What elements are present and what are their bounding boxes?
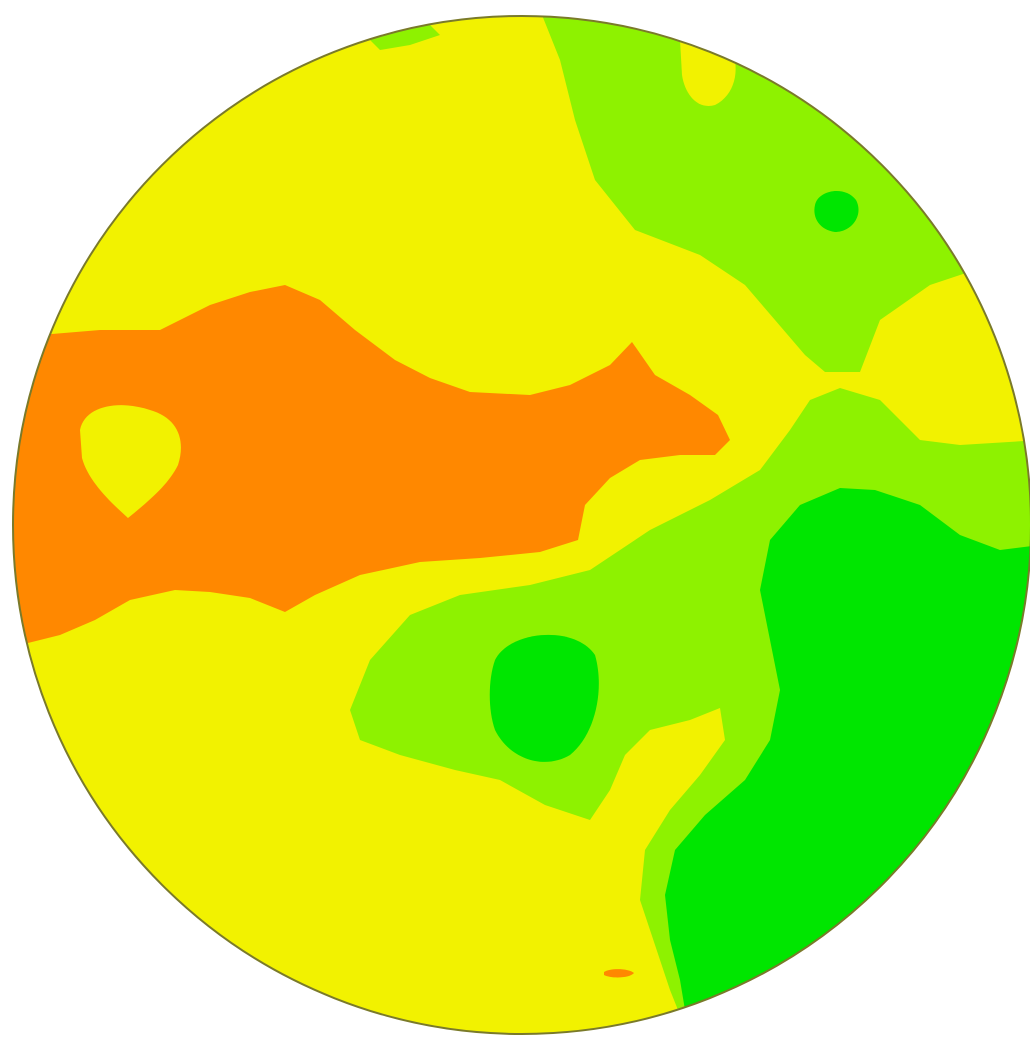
region-orange-left <box>13 285 730 645</box>
region-orange-fleck <box>604 969 634 978</box>
disk-outline <box>12 15 1030 1035</box>
region-green-dot <box>814 190 859 232</box>
region-green-center <box>489 634 599 762</box>
region-lightgreen-top-left <box>370 25 440 50</box>
region-yellow-hole <box>80 405 181 518</box>
